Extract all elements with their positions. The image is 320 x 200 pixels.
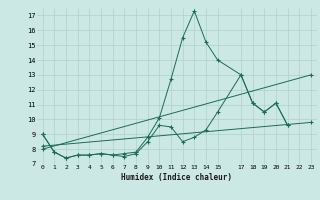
X-axis label: Humidex (Indice chaleur): Humidex (Indice chaleur) bbox=[121, 173, 232, 182]
